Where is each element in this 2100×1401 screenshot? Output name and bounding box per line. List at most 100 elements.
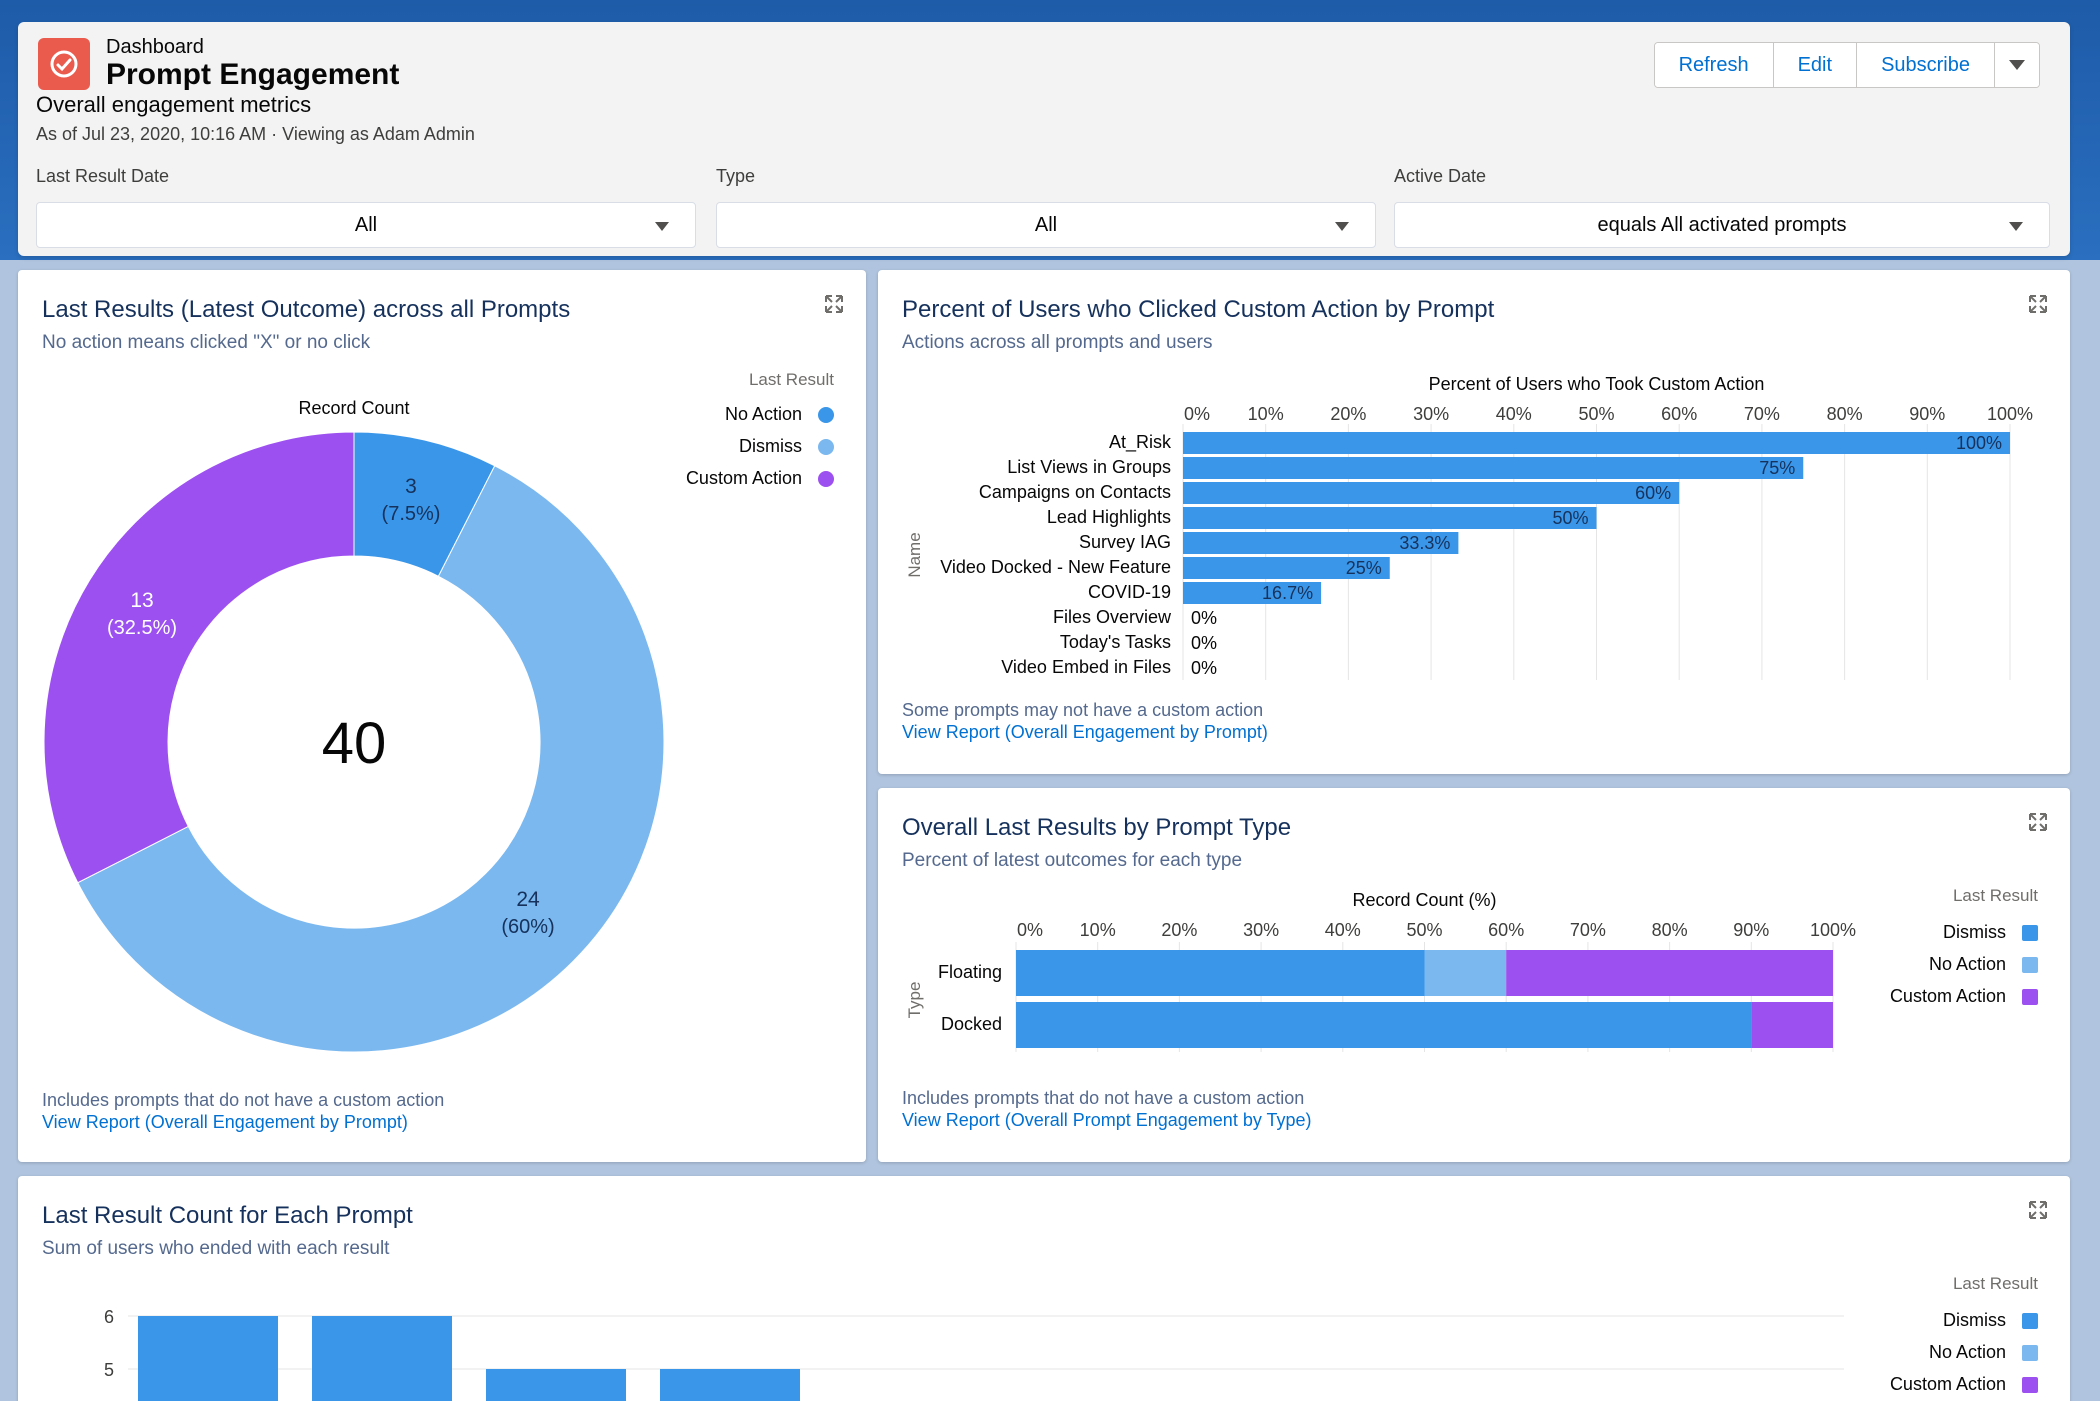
x-tick-label: 80% (1652, 920, 1688, 940)
donut-slice-dismiss[interactable] (77, 465, 665, 1053)
legend-item-custom-action: Custom Action (1889, 1374, 2006, 1394)
donut-chart: Record Count 40 3 (7.5%) 24 (60%) 13 (32… (43, 398, 665, 1053)
expand-icon[interactable] (2028, 294, 2048, 314)
y-tick-label: Campaigns on Contacts (979, 482, 1171, 502)
horizontal-bar-chart: Percent of Users who Took Custom Action 0… (905, 374, 2033, 680)
slice-label-pct: (32.5%) (107, 617, 177, 639)
chevron-down-icon (1335, 222, 1349, 231)
donut-total: 40 (322, 711, 387, 776)
card-footnote: Includes prompts that do not have a cust… (42, 1090, 445, 1110)
filter-type[interactable]: All (716, 202, 1376, 248)
bar-value-label: 60% (1635, 483, 1671, 503)
y-tick-label: Lead Highlights (1047, 507, 1171, 527)
bar-segment-dismiss[interactable] (1016, 1002, 1752, 1048)
more-actions-button[interactable] (1995, 43, 2039, 87)
x-tick-label: 0% (1184, 404, 1210, 424)
bar[interactable] (1183, 582, 1322, 604)
x-tick-label: 30% (1243, 920, 1279, 940)
card-footnote: Some prompts may not have a custom actio… (902, 700, 1264, 720)
bar[interactable] (1183, 532, 1459, 554)
bar[interactable] (1183, 482, 1680, 504)
bar-value-label: 100% (1956, 433, 2002, 453)
legend-title: Last Result (748, 370, 834, 389)
bar[interactable] (312, 1316, 452, 1401)
card-title: Percent of Users who Clicked Custom Acti… (902, 296, 1495, 323)
card-last-results: Last Results (Latest Outcome) across all… (18, 270, 866, 1162)
legend-item-custom-action: Custom Action (685, 468, 802, 488)
x-tick-label: 60% (1488, 920, 1524, 940)
legend-swatch (818, 407, 834, 423)
x-tick-label: 50% (1406, 920, 1442, 940)
page-meta: As of Jul 23, 2020, 10:16 AM · Viewing a… (36, 124, 475, 144)
x-tick-label: 90% (1909, 404, 1945, 424)
chevron-down-icon (655, 222, 669, 231)
bar[interactable] (660, 1369, 800, 1401)
x-tick-label: 30% (1413, 404, 1449, 424)
legend-item-no-action: No Action (1928, 1342, 2006, 1362)
donut-slice-custom-action[interactable] (43, 431, 355, 884)
slice-label-count: 13 (130, 589, 153, 612)
bar[interactable] (486, 1369, 626, 1401)
legend-item-no-action: No Action (724, 404, 802, 424)
bar[interactable] (1183, 557, 1390, 579)
filter-active-date[interactable]: equals All activated prompts (1394, 202, 2050, 248)
x-tick-label: 70% (1744, 404, 1780, 424)
stacked-bar-chart: Record Count (%) 0% 10% 20% 30% 40% 50% 60% 70% 8… (905, 890, 1856, 1052)
gauge-icon (50, 50, 78, 78)
bar-value-label: 0% (1191, 633, 1217, 653)
legend-item-no-action: No Action (1928, 954, 2006, 974)
legend-swatch (818, 471, 834, 487)
filter-value: All (1034, 213, 1058, 236)
chart-label: Record Count (298, 398, 409, 418)
legend-swatch (2022, 1313, 2038, 1329)
bar-value-label: 0% (1191, 658, 1217, 678)
legend-swatch (2022, 957, 2038, 973)
page-title: Prompt Engagement (106, 58, 400, 91)
legend-swatch (2022, 989, 2038, 1005)
filter-label-active-date: Active Date (1394, 166, 1487, 186)
legend-swatch (2022, 1345, 2038, 1361)
card-title: Last Results (Latest Outcome) across all… (42, 296, 571, 323)
card-title: Overall Last Results by Prompt Type (902, 814, 1292, 841)
count-bar-chart: 65 (104, 1307, 1844, 1401)
y-tick-label: 6 (104, 1307, 114, 1327)
view-report-link[interactable]: View Report (Overall Engagement by Promp… (42, 1112, 408, 1132)
filter-last-result-date[interactable]: All (36, 202, 696, 248)
expand-icon[interactable] (824, 294, 844, 314)
view-report-link[interactable]: View Report (Overall Engagement by Promp… (902, 722, 1268, 742)
filter-value: equals All activated prompts (1597, 213, 1847, 236)
bar[interactable] (1183, 457, 1804, 479)
y-tick-label: Today's Tasks (1060, 632, 1171, 652)
legend-swatch (2022, 1377, 2038, 1393)
bar[interactable] (1183, 432, 2010, 454)
card-subtitle: Actions across all prompts and users (902, 332, 1213, 353)
y-tick-label: Video Docked - New Feature (940, 557, 1171, 577)
card-subtitle: Percent of latest outcomes for each type (902, 850, 1243, 871)
expand-icon[interactable] (2028, 1200, 2048, 1220)
dashboard-header: Dashboard Prompt Engagement Overall enga… (18, 22, 2070, 256)
legend-item-dismiss: Dismiss (1943, 1310, 2006, 1330)
bar-value-label: 25% (1346, 558, 1382, 578)
bar-value-label: 0% (1191, 608, 1217, 628)
bar-segment-dismiss[interactable] (1016, 950, 1425, 996)
y-tick-label: Floating (938, 962, 1002, 982)
edit-button[interactable]: Edit (1773, 43, 1858, 87)
bar[interactable] (138, 1316, 278, 1401)
bar-segment-no-action[interactable] (1424, 950, 1507, 996)
refresh-button[interactable]: Refresh (1654, 43, 1774, 87)
x-tick-label: 20% (1161, 920, 1197, 940)
subscribe-button[interactable]: Subscribe (1857, 43, 1995, 87)
view-report-link[interactable]: View Report (Overall Prompt Engagement b… (902, 1110, 1312, 1130)
page-subtitle: Overall engagement metrics (36, 92, 312, 117)
bar-segment-custom-action[interactable] (1506, 950, 1833, 996)
card-result-count: Last Result Count for Each Prompt Sum of… (18, 1176, 2070, 1401)
x-tick-label: 100% (1810, 920, 1856, 940)
legend-item-dismiss: Dismiss (739, 436, 802, 456)
dashboard-app-icon (38, 38, 90, 90)
card-results-by-type: Overall Last Results by Prompt Type Perc… (878, 788, 2070, 1162)
expand-icon[interactable] (2028, 812, 2048, 832)
bar[interactable] (1183, 507, 1597, 529)
slice-label-count: 3 (405, 475, 417, 498)
bar-segment-custom-action[interactable] (1751, 1002, 1833, 1048)
y-tick-label: Docked (941, 1014, 1002, 1034)
